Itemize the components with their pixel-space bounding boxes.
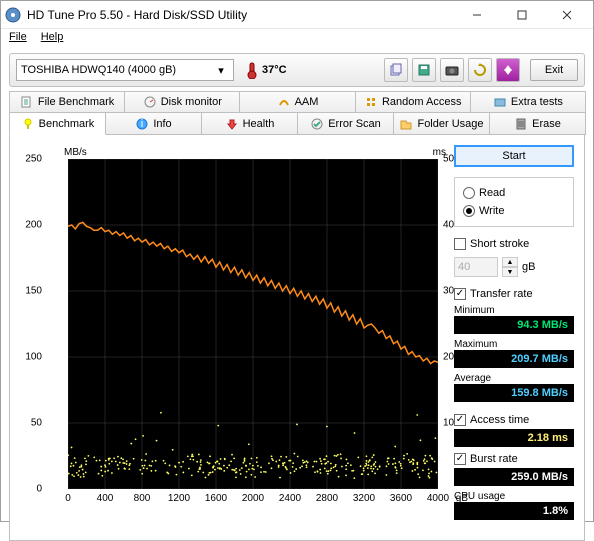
menubar: File Help: [1, 29, 593, 49]
spin-up-icon: ▲: [502, 257, 518, 267]
cpu-usage-label: CPU usage: [454, 491, 574, 502]
x-axis-unit: gB: [456, 493, 468, 504]
transfer-rate-check[interactable]: Transfer rate: [454, 285, 574, 303]
checkbox-icon: [454, 414, 466, 426]
titlebar: HD Tune Pro 5.50 - Hard Disk/SSD Utility: [1, 1, 593, 29]
screenshot-button[interactable]: [440, 58, 464, 82]
radio-write[interactable]: Write: [463, 202, 565, 220]
tab-disk-monitor[interactable]: Disk monitor: [124, 91, 240, 113]
mode-group: Read Write: [454, 177, 574, 227]
spin-down-icon: ▼: [502, 267, 518, 277]
benchmark-chart: [68, 159, 438, 489]
spinner-buttons[interactable]: ▲▼: [502, 257, 518, 277]
average-label: Average: [454, 373, 574, 384]
short-stroke-spinner: 40 ▲▼ gB: [454, 257, 574, 277]
cpu-usage-value: 1.8%: [454, 502, 574, 520]
menu-file[interactable]: File: [9, 31, 27, 47]
short-stroke-check[interactable]: Short stroke: [454, 235, 574, 253]
start-button[interactable]: Start: [454, 145, 574, 167]
tab-error-scan[interactable]: Error Scan: [297, 113, 394, 135]
tab-random-access[interactable]: Random Access: [355, 91, 471, 113]
temperature-value: 37°C: [262, 64, 287, 76]
close-button[interactable]: [544, 4, 589, 26]
y-axis-left-label: MB/s: [64, 147, 87, 158]
save-button[interactable]: [412, 58, 436, 82]
radio-icon: [463, 205, 475, 217]
access-time-value: 2.18 ms: [454, 429, 574, 447]
minimize-button[interactable]: [454, 4, 499, 26]
temperature-display: 37°C: [246, 61, 287, 79]
chart-area: MB/s ms 050100150200250 1020304050 04008…: [20, 145, 446, 530]
maximum-value: 209.7 MB/s: [454, 350, 574, 368]
tab-extra-tests[interactable]: Extra tests: [470, 91, 586, 113]
access-time-check[interactable]: Access time: [454, 411, 574, 429]
tab-file-benchmark[interactable]: File Benchmark: [9, 91, 125, 113]
average-value: 159.8 MB/s: [454, 384, 574, 402]
content-panel: MB/s ms 050100150200250 1020304050 04008…: [9, 135, 585, 541]
sidebar: Start Read Write Short stroke 40 ▲▼ gB T…: [446, 145, 574, 530]
minimum-label: Minimum: [454, 305, 574, 316]
maximize-button[interactable]: [499, 4, 544, 26]
tab-benchmark[interactable]: Benchmark: [9, 113, 106, 135]
checkbox-icon: [454, 238, 466, 250]
toolbar: TOSHIBA HDWQ140 (4000 gB) ▾ 37°C Exit: [9, 53, 585, 87]
tab-health[interactable]: Health: [201, 113, 298, 135]
tab-aam[interactable]: AAM: [239, 91, 355, 113]
svg-text:i: i: [141, 118, 143, 130]
checkbox-icon: [454, 288, 466, 300]
maximum-label: Maximum: [454, 339, 574, 350]
dropdown-arrow-icon: ▾: [213, 64, 229, 77]
checkbox-icon: [454, 453, 466, 465]
tab-container: File BenchmarkDisk monitorAAMRandom Acce…: [9, 91, 585, 135]
radio-icon: [463, 187, 475, 199]
exit-button[interactable]: Exit: [530, 59, 578, 81]
drive-select[interactable]: TOSHIBA HDWQ140 (4000 gB) ▾: [16, 59, 234, 81]
radio-read[interactable]: Read: [463, 184, 565, 202]
burst-rate-check[interactable]: Burst rate: [454, 450, 574, 468]
minimum-value: 94.3 MB/s: [454, 316, 574, 334]
tab-erase[interactable]: Erase: [489, 113, 586, 135]
tab-folder-usage[interactable]: Folder Usage: [393, 113, 490, 135]
menu-help[interactable]: Help: [41, 31, 64, 47]
tab-info[interactable]: iInfo: [105, 113, 202, 135]
options-button[interactable]: [496, 58, 520, 82]
window-title: HD Tune Pro 5.50 - Hard Disk/SSD Utility: [27, 8, 454, 22]
refresh-button[interactable]: [468, 58, 492, 82]
burst-rate-value: 259.0 MB/s: [454, 468, 574, 486]
copy-info-button[interactable]: [384, 58, 408, 82]
stroke-value: 40: [454, 257, 498, 277]
stroke-unit: gB: [522, 261, 535, 273]
app-icon: [5, 7, 21, 23]
drive-select-text: TOSHIBA HDWQ140 (4000 gB): [21, 64, 213, 76]
thermometer-icon: [246, 61, 258, 79]
